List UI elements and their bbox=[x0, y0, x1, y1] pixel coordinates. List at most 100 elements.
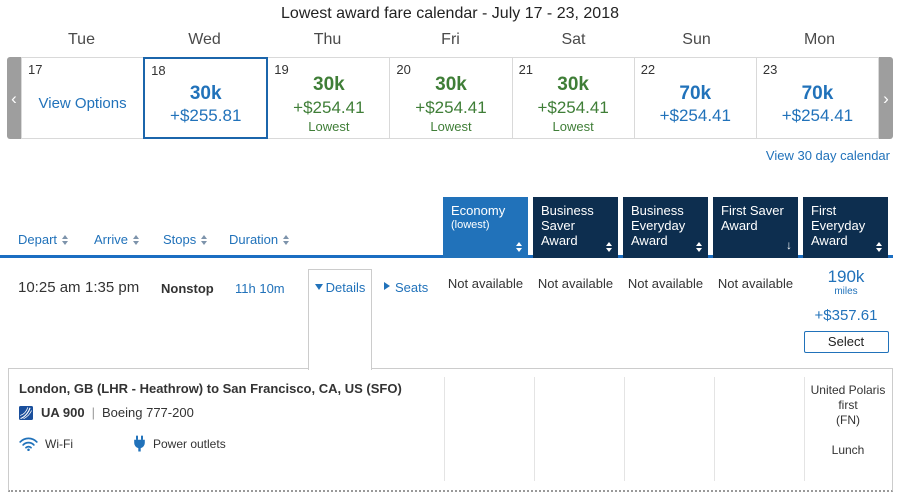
duration-value[interactable]: 11h 10m bbox=[235, 281, 285, 296]
lowest-badge: Lowest bbox=[552, 118, 594, 134]
separator: | bbox=[91, 405, 95, 420]
wifi-amenity: Wi-Fi bbox=[19, 436, 73, 451]
select-button[interactable]: Select bbox=[803, 331, 889, 353]
fare-header-label: Saver bbox=[541, 218, 575, 233]
power-amenity: Power outlets bbox=[133, 435, 226, 452]
fare-header-first-everyday[interactable]: First Everyday Award bbox=[803, 197, 888, 258]
power-label: Power outlets bbox=[152, 436, 226, 451]
cell-date: 17 bbox=[28, 62, 43, 77]
flight-info-row: UA 900 | Boeing 777-200 bbox=[19, 405, 194, 420]
view-30-day-calendar-link[interactable]: View 30 day calendar bbox=[765, 148, 890, 163]
cell-miles: 30k bbox=[313, 73, 345, 95]
sort-header-stops[interactable]: Stops bbox=[163, 232, 208, 247]
calendar-cell-23[interactable]: 23 70k +$254.41 bbox=[755, 57, 879, 139]
sort-header-arrive[interactable]: Arrive bbox=[94, 232, 139, 247]
sort-both-icon bbox=[283, 234, 290, 245]
sort-header-label: Duration bbox=[229, 232, 279, 247]
wifi-icon bbox=[19, 436, 38, 451]
fare-header-label: Business bbox=[631, 203, 684, 218]
power-outlet-icon bbox=[133, 435, 146, 452]
cell-date: 19 bbox=[274, 62, 289, 77]
caret-down-icon bbox=[314, 284, 323, 290]
calendar-cell-18-selected[interactable]: 18 30k +$255.81 bbox=[143, 57, 269, 139]
fare-header-business-saver[interactable]: Business Saver Award bbox=[533, 197, 618, 258]
business-everyday-availability: Not available bbox=[627, 276, 704, 291]
calendar-cell-19[interactable]: 19 30k +$254.41 Lowest bbox=[267, 57, 391, 139]
view-options-link[interactable]: View Options bbox=[38, 94, 127, 112]
cell-miles: 70k bbox=[679, 82, 712, 104]
sort-header-label: Depart bbox=[18, 232, 58, 247]
fare-header-first-saver[interactable]: First Saver Award bbox=[713, 197, 798, 258]
calendar-next-button[interactable]: › bbox=[879, 57, 893, 139]
amenities-row: Wi-Fi Power outlets bbox=[19, 435, 226, 452]
fare-header-label: Everyday bbox=[631, 218, 686, 233]
sort-header-label: Stops bbox=[163, 232, 197, 247]
column-divider bbox=[444, 377, 445, 481]
lowest-badge: Lowest bbox=[430, 118, 472, 134]
lowest-badge: Lowest bbox=[308, 118, 350, 134]
cell-date: 20 bbox=[396, 62, 411, 77]
fare-header-economy[interactable]: Economy (lowest) bbox=[443, 197, 528, 258]
column-divider bbox=[534, 377, 535, 481]
cell-fee: +$255.81 bbox=[170, 106, 242, 126]
chevron-right-icon: › bbox=[883, 88, 889, 108]
page-title: Lowest award fare calendar - July 17 - 2… bbox=[281, 5, 619, 22]
stops-value: Nonstop bbox=[161, 281, 214, 296]
chevron-left-icon: ‹ bbox=[11, 88, 17, 108]
fare-header-label: Everyday bbox=[811, 218, 866, 233]
cell-miles: 30k bbox=[189, 82, 222, 104]
united-logo-icon bbox=[19, 405, 33, 420]
award-miles-unit: miles bbox=[834, 286, 858, 297]
fare-header-label: Award bbox=[541, 233, 578, 248]
first-saver-availability: Not available bbox=[717, 276, 794, 291]
sort-both-icon bbox=[876, 242, 882, 252]
cabin-line: United Polaris bbox=[810, 383, 886, 397]
cell-date: 18 bbox=[151, 63, 166, 78]
award-fee: +$357.61 bbox=[814, 307, 878, 324]
cell-date: 22 bbox=[640, 62, 656, 77]
cell-date: 23 bbox=[762, 62, 778, 77]
award-miles: 190k bbox=[827, 267, 865, 286]
column-divider bbox=[714, 377, 715, 481]
cell-fee: +$254.41 bbox=[781, 106, 854, 126]
seats-label: Seats bbox=[395, 280, 429, 295]
fare-header-label: First bbox=[811, 203, 837, 218]
sort-header-label: Arrive bbox=[94, 232, 128, 247]
sort-down-icon bbox=[786, 238, 792, 252]
sort-header-depart[interactable]: Depart bbox=[18, 232, 69, 247]
fare-header-business-everyday[interactable]: Business Everyday Award bbox=[623, 197, 708, 258]
sort-both-icon bbox=[606, 242, 612, 252]
fare-header-label: Business bbox=[541, 203, 594, 218]
calendar-cell-21[interactable]: 21 30k +$254.41 Lowest bbox=[511, 57, 635, 139]
details-label: Details bbox=[325, 280, 366, 295]
details-toggle[interactable]: Details bbox=[308, 269, 372, 370]
economy-availability: Not available bbox=[447, 276, 524, 291]
sort-both-icon bbox=[696, 242, 702, 252]
route-title: London, GB (LHR - Heathrow) to San Franc… bbox=[19, 381, 402, 396]
depart-time: 10:25 am bbox=[18, 279, 81, 296]
calendar-cells: 17 View Options 18 30k +$255.81 19 30k +… bbox=[21, 57, 879, 139]
sort-header-duration[interactable]: Duration bbox=[229, 232, 290, 247]
cell-fee: +$254.41 bbox=[659, 106, 731, 126]
day-name-sat: Sat bbox=[561, 31, 586, 48]
day-name-wed: Wed bbox=[188, 31, 221, 48]
cell-fee: +$254.41 bbox=[293, 97, 365, 117]
cell-fee: +$254.41 bbox=[415, 97, 487, 117]
fare-header-sublabel: (lowest) bbox=[451, 219, 490, 231]
calendar-cell-17[interactable]: 17 View Options bbox=[21, 57, 145, 139]
results-table-header: Depart Arrive Stops Duration Economy (lo… bbox=[0, 195, 893, 258]
fare-header-label: First Saver bbox=[721, 203, 784, 218]
calendar-prev-button[interactable]: ‹ bbox=[7, 57, 21, 139]
business-saver-availability: Not available bbox=[537, 276, 614, 291]
column-divider bbox=[624, 377, 625, 481]
cabin-info: United Polaris first (FN) bbox=[805, 383, 891, 428]
day-name-sun: Sun bbox=[682, 31, 711, 48]
column-divider bbox=[804, 377, 805, 481]
calendar-cell-22[interactable]: 22 70k +$254.41 bbox=[633, 57, 757, 139]
calendar-cell-20[interactable]: 20 30k +$254.41 Lowest bbox=[389, 57, 513, 139]
sort-both-icon bbox=[132, 234, 139, 245]
fare-calendar-strip: ‹ 17 View Options 18 30k +$255.81 19 30k… bbox=[7, 57, 893, 139]
seats-link[interactable]: Seats bbox=[384, 280, 428, 295]
cell-miles: 30k bbox=[435, 73, 467, 95]
cell-miles: 70k bbox=[801, 82, 834, 104]
